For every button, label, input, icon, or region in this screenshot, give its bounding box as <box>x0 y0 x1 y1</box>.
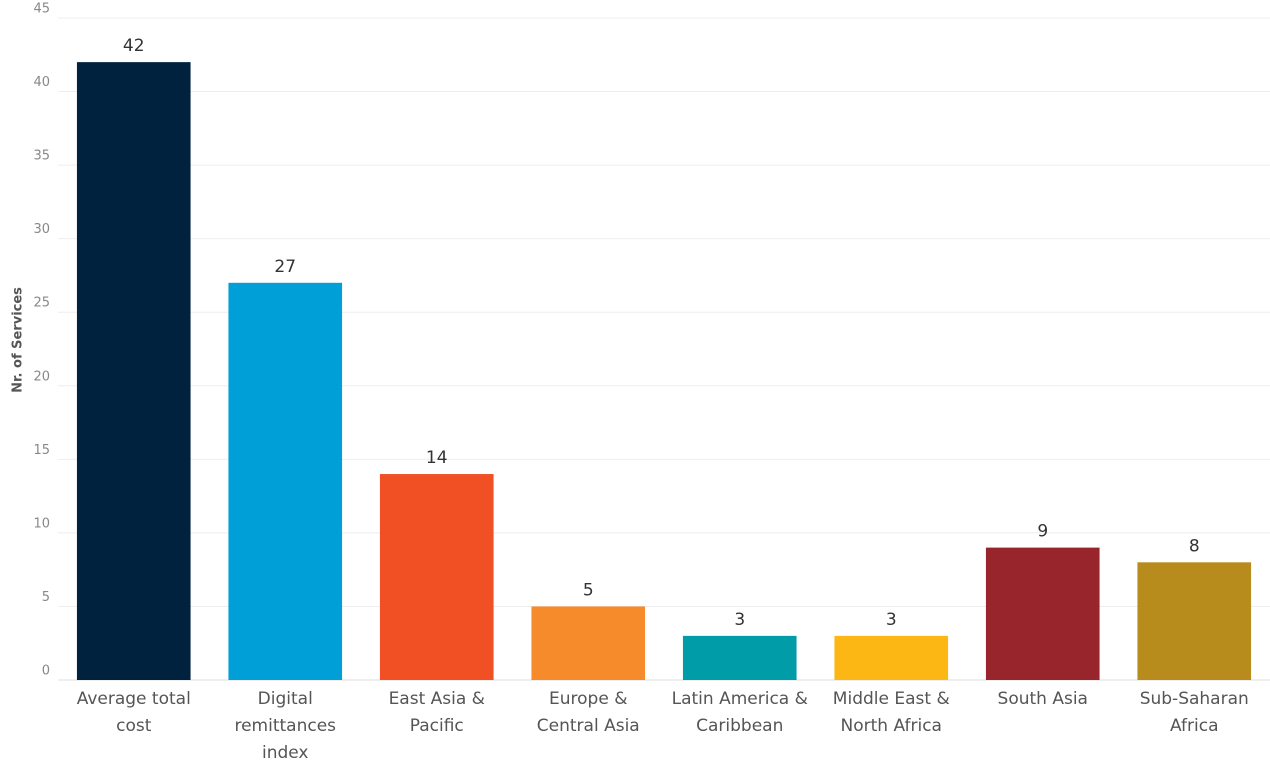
x-tick-label: Latin America & Caribbean <box>671 689 808 736</box>
value-label: 42 <box>123 36 145 56</box>
y-tick-label: 15 <box>33 443 50 458</box>
bar <box>379 474 494 680</box>
x-tick-label: Digital remittances index <box>234 689 337 763</box>
x-tick-label: East Asia & Pacific <box>388 689 485 736</box>
bar <box>834 635 949 680</box>
y-tick-label: 0 <box>42 664 50 679</box>
y-tick-label: 35 <box>33 149 50 164</box>
bar <box>682 635 797 680</box>
y-tick-label: 25 <box>33 296 50 311</box>
x-tick-label: Average total cost <box>76 689 191 736</box>
x-tick-label: Middle East & North Africa <box>832 689 950 736</box>
bar <box>1137 562 1252 680</box>
y-tick-label: 20 <box>33 369 50 384</box>
y-tick-label: 30 <box>33 222 50 237</box>
value-label: 14 <box>426 448 448 468</box>
value-label: 5 <box>583 580 594 600</box>
y-tick-label: 40 <box>33 75 50 90</box>
x-tick-label: Sub-Saharan Africa <box>1139 689 1249 736</box>
y-tick-label: 45 <box>33 2 50 17</box>
x-tick-label: Europe & Central Asia <box>536 689 640 736</box>
bar <box>985 547 1100 680</box>
value-label: 3 <box>734 610 745 630</box>
bar <box>228 282 343 680</box>
y-tick-label: 10 <box>33 516 50 531</box>
y-tick-label: 5 <box>42 590 50 605</box>
value-label: 27 <box>274 257 296 277</box>
bar <box>531 606 646 680</box>
bar <box>76 62 191 680</box>
x-tick-label: South Asia <box>997 689 1088 709</box>
y-axis-label: Nr. of Services <box>11 287 26 393</box>
value-label: 9 <box>1037 522 1048 542</box>
value-label: 8 <box>1189 536 1200 556</box>
value-label: 3 <box>886 610 897 630</box>
